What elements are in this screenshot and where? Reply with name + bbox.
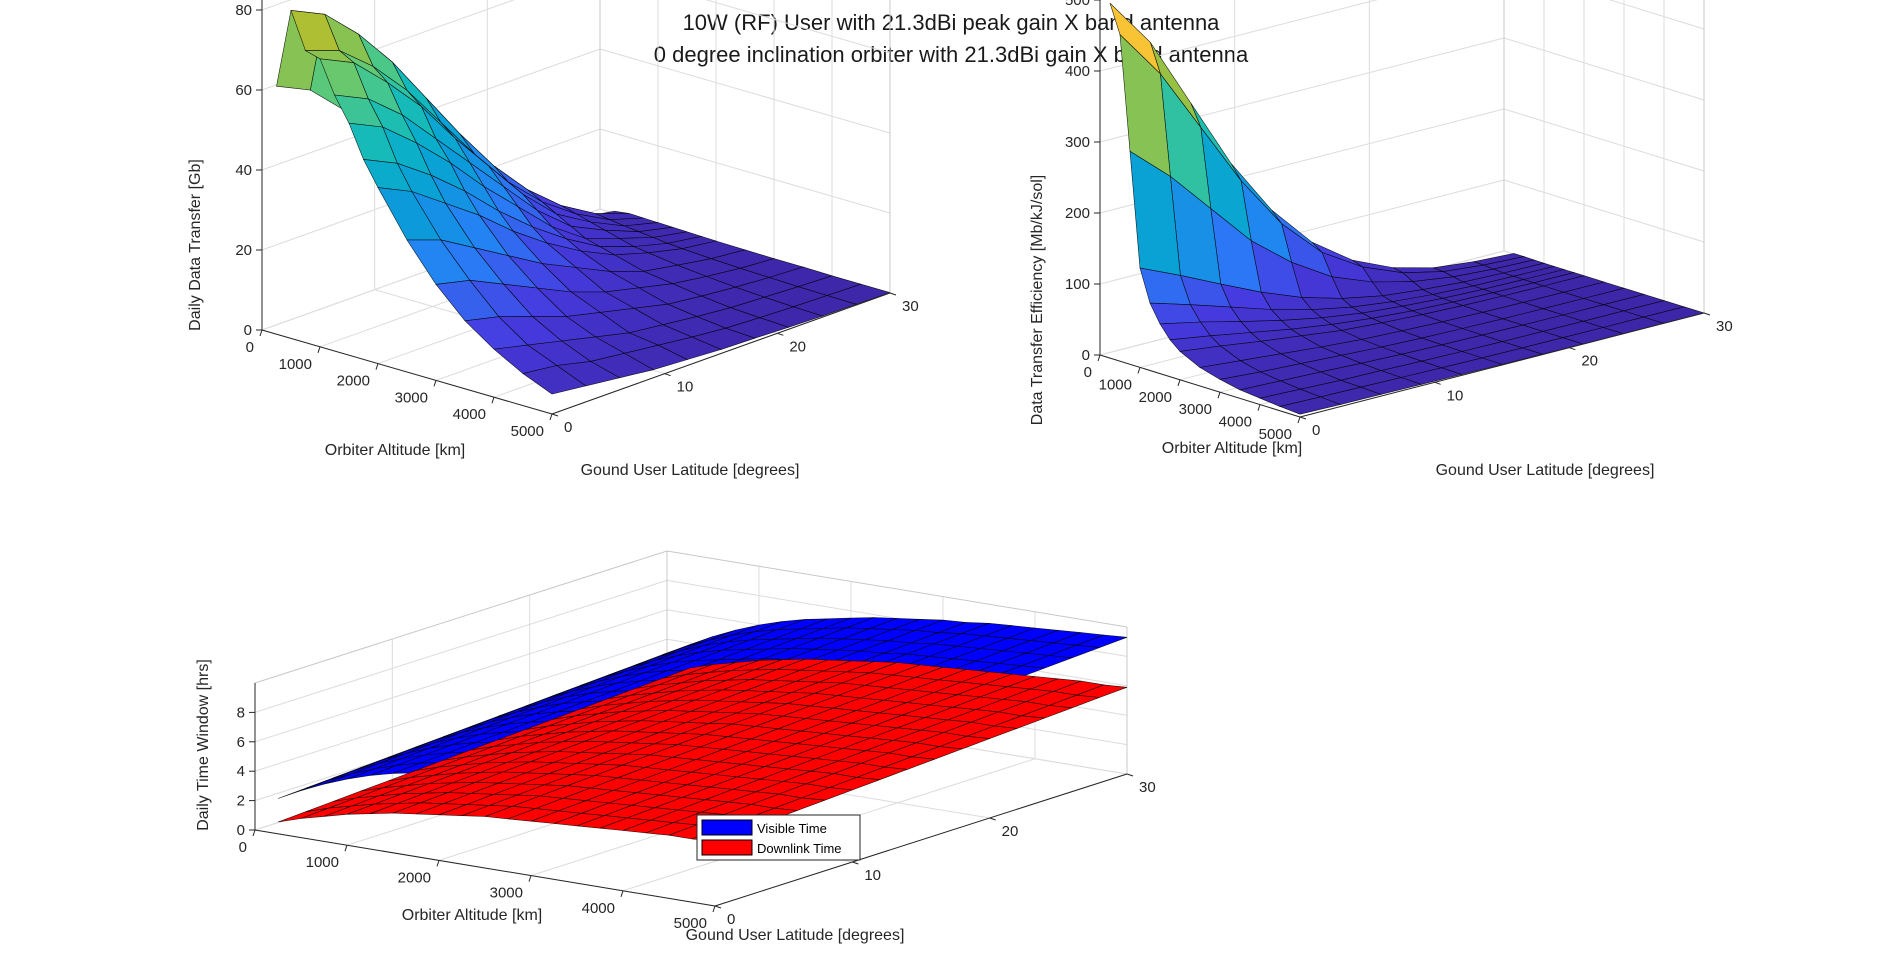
y-tick-label: 10 — [677, 379, 694, 396]
x-axis-label: Orbiter Altitude [km] — [1162, 440, 1303, 457]
surface-patch — [522, 365, 587, 395]
y-tick-label: 20 — [1002, 823, 1019, 840]
x-tick-label: 3000 — [1179, 401, 1212, 418]
x-tick-label: 4000 — [1219, 414, 1252, 431]
surface-main — [276, 10, 891, 395]
x-axis-label: Orbiter Altitude [km] — [402, 907, 543, 924]
x-axis-label: Orbiter Altitude [km] — [325, 442, 466, 459]
z-axis-label: Daily Time Window [hrs] — [195, 659, 212, 831]
z-tick-label: 20 — [235, 242, 252, 259]
z-tick-label: 400 — [1065, 63, 1090, 80]
x-tick-label: 0 — [239, 839, 247, 856]
y-tick-label: 20 — [789, 338, 806, 355]
legend-entry-label: Visible Time — [757, 821, 827, 836]
z-tick-label: 80 — [235, 2, 252, 19]
x-tick-label: 0 — [1084, 364, 1092, 381]
legend-swatch — [701, 819, 753, 836]
axis-lines — [1099, 0, 1705, 418]
z-tick-label: 500 — [1065, 0, 1090, 9]
y-tick-label: 30 — [902, 298, 919, 315]
y-tick-label: 20 — [1581, 353, 1598, 370]
y-axis-label: Gound User Latitude [degrees] — [686, 927, 905, 944]
x-tick-label: 5000 — [674, 915, 707, 932]
axes-box — [1100, 0, 1705, 313]
y-axis-label: Gound User Latitude [degrees] — [1436, 462, 1655, 479]
x-tick-label: 2000 — [337, 373, 370, 390]
z-axis-label: Daily Data Transfer [Gb] — [187, 159, 204, 331]
z-tick-label: 40 — [235, 162, 252, 179]
z-tick-label: 300 — [1065, 134, 1090, 151]
legend: Visible Time Downlink Time — [696, 814, 861, 861]
z-tick-label: 0 — [1082, 347, 1090, 364]
daily-time-window-surface-plot: 0 1000 2000 3000 4000 5000 0 10 20 30 0 2 4 6 8 Orbiter… — [195, 550, 1156, 944]
z-axis-label: Data Transfer Efficiency [Mb/kJ/sol] — [1029, 175, 1046, 425]
x-tick-label: 4000 — [453, 406, 486, 423]
surface-main — [1109, 2, 1706, 415]
x-tick-label: 2000 — [398, 869, 431, 886]
z-tick-label: 6 — [237, 734, 245, 751]
axes-box — [599, 0, 891, 293]
z-tick-label: 2 — [237, 793, 245, 810]
surface-downlink-time — [277, 658, 1128, 842]
y-tick-label: 10 — [864, 867, 881, 884]
z-tick-label: 60 — [235, 82, 252, 99]
x-tick-label: 3000 — [490, 885, 523, 902]
x-tick-label: 5000 — [1259, 426, 1292, 443]
y-tick-label: 30 — [1139, 779, 1156, 796]
z-tick-label: 8 — [237, 704, 245, 721]
z-tick-label: 100 — [1065, 276, 1090, 293]
axis-lines — [254, 683, 1128, 907]
z-tick-label: 0 — [244, 322, 252, 339]
y-tick-label: 0 — [1312, 422, 1320, 439]
z-tick-label: 4 — [237, 763, 245, 780]
x-tick-label: 1000 — [279, 356, 312, 373]
axis-lines — [261, 0, 891, 415]
x-tick-label: 2000 — [1139, 389, 1172, 406]
y-tick-label: 30 — [1716, 318, 1733, 335]
legend-entry-label: Downlink Time — [757, 841, 842, 856]
surface-patch — [1278, 396, 1342, 415]
y-tick-label: 0 — [727, 911, 735, 928]
x-tick-label: 0 — [246, 339, 254, 356]
x-tick-label: 5000 — [511, 423, 544, 440]
z-tick-label: 0 — [237, 822, 245, 839]
x-tick-label: 4000 — [582, 900, 615, 917]
x-tick-label: 1000 — [1099, 376, 1132, 393]
x-tick-label: 1000 — [306, 854, 339, 871]
y-axis-label: Gound User Latitude [degrees] — [581, 462, 800, 479]
z-tick-label: 200 — [1065, 205, 1090, 222]
y-tick-label: 0 — [564, 419, 572, 436]
daily-data-transfer-surface-plot: 0 1000 2000 3000 4000 5000 0 10 20 30 0 20 40 60 80 Orb… — [187, 0, 919, 479]
legend-swatch — [701, 839, 753, 856]
x-tick-label: 3000 — [395, 389, 428, 406]
y-tick-label: 10 — [1447, 387, 1464, 404]
